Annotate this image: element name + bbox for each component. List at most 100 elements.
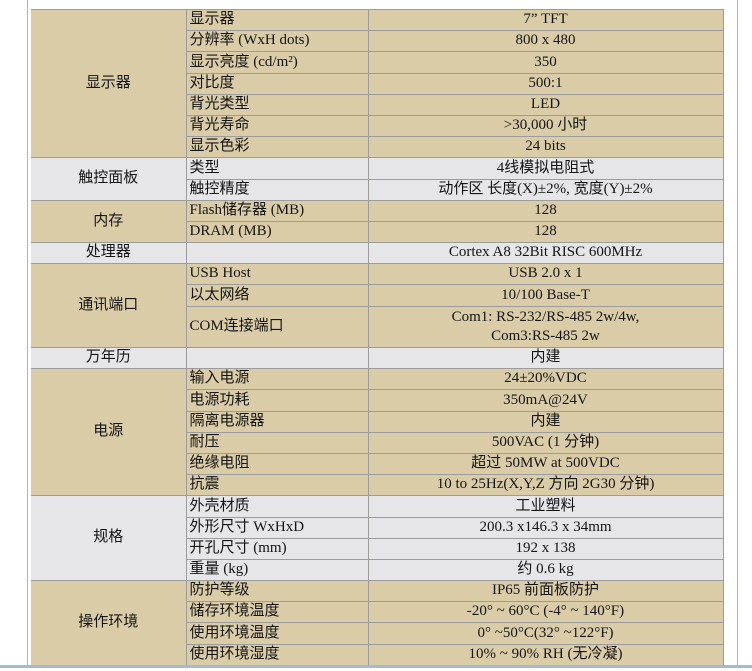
table-row: 使用环境温度 0° ~50°C(32° ~122°F) bbox=[31, 622, 724, 645]
section-dimensions: 规格 外壳材质 工业塑料 外形尺寸 WxHxD 200.3 x146.3 x 3… bbox=[31, 495, 724, 582]
spec-label-cell: 耐压 bbox=[185, 431, 369, 454]
spec-value-cell: 4线模拟电阻式 bbox=[367, 157, 724, 180]
spec-label-cell bbox=[185, 242, 369, 265]
spec-value-cell: 500:1 bbox=[367, 72, 724, 95]
category-cell-calendar: 万年历 bbox=[31, 347, 187, 370]
com-port-value-line2: Com3:RS-485 2w bbox=[491, 327, 600, 344]
com-port-value-line1: Com1: RS-232/RS-485 2w/4w, bbox=[451, 309, 640, 326]
spec-value-cell: >30,000 小时 bbox=[367, 114, 724, 138]
table-row: 电源 输入电源 24±20%VDC bbox=[31, 368, 724, 497]
spec-label-cell: 绝缘电阻 bbox=[185, 452, 369, 476]
table-row: DRAM (MB) 128 bbox=[31, 220, 724, 244]
spec-label-cell: COM连接端口 bbox=[185, 305, 369, 349]
table-row: 绝缘电阻 超过 50MW at 500VDC bbox=[31, 452, 724, 476]
spec-value-cell: LED bbox=[367, 93, 724, 116]
spec-value-cell: 工业塑料 bbox=[367, 495, 724, 518]
spec-label-cell: 隔离电源器 bbox=[185, 410, 369, 433]
section-memory: 内存 Flash储存器 (MB) 128 DRAM (MB) 128 bbox=[31, 199, 724, 244]
spec-value-cell: 内建 bbox=[367, 347, 724, 370]
section-processor: 处理器 Cortex A8 32Bit RISC 600MHz bbox=[31, 242, 724, 265]
table-row: 隔离电源器 内建 bbox=[31, 410, 724, 433]
spec-value-cell: 128 bbox=[367, 220, 724, 244]
category-cell-dimensions: 规格 bbox=[31, 495, 187, 582]
table-row: 显示色彩 24 bits bbox=[31, 136, 724, 159]
table-row: 储存环境温度 -20° ~ 60°C (-4° ~ 140°F) bbox=[31, 601, 724, 624]
spec-label-cell: 储存环境温度 bbox=[185, 601, 369, 624]
spec-label-cell: USB Host bbox=[185, 263, 369, 286]
spec-label-cell: 背光类型 bbox=[185, 93, 369, 116]
table-row: 背光寿命 >30,000 小时 bbox=[31, 114, 724, 138]
category-cell-processor: 处理器 bbox=[31, 242, 187, 265]
table-row: 万年历 内建 bbox=[31, 347, 724, 370]
section-power: 电源 输入电源 24±20%VDC 电源功耗 350mA@24V 隔离电源器 内… bbox=[31, 368, 724, 497]
spec-value-cell: 350mA@24V bbox=[367, 389, 724, 412]
table-row: 显示亮度 (cd/m²) 350 bbox=[31, 51, 724, 74]
spec-label-cell: 触控精度 bbox=[185, 178, 369, 201]
spec-value-cell: 24±20%VDC bbox=[367, 368, 724, 391]
spec-value-cell: 内建 bbox=[367, 410, 724, 433]
spec-value-cell: IP65 前面板防护 bbox=[367, 580, 724, 603]
section-operating-environment: 操作环境 防护等级 IP65 前面板防护 储存环境温度 -20° ~ 60°C … bbox=[31, 580, 724, 666]
spec-value-cell: 10 to 25Hz(X,Y,Z 方向 2G30 分钟) bbox=[367, 474, 724, 497]
spec-table: 显示器 显示器 7” TFT 分辨率 (WxH dots) 800 x 480 … bbox=[31, 8, 724, 671]
spec-value-cell: 800 x 480 bbox=[367, 30, 724, 53]
spec-label-cell: 背光寿命 bbox=[185, 114, 369, 138]
table-row: 使用环境湿度 10% ~ 90% RH (无冷凝) bbox=[31, 643, 724, 666]
spec-value-cell: 约 0.6 kg bbox=[367, 558, 724, 582]
table-row: 分辨率 (WxH dots) 800 x 480 bbox=[31, 30, 724, 53]
table-row: 开孔尺寸 (mm) 192 x 138 bbox=[31, 537, 724, 560]
category-cell-communication-ports: 通讯端口 bbox=[31, 263, 187, 349]
spec-label-cell: Flash储存器 (MB) bbox=[185, 199, 369, 222]
spec-value-cell: 10/100 Base-T bbox=[367, 284, 724, 307]
spec-value-cell: 7” TFT bbox=[367, 8, 724, 32]
section-communication-ports: 通讯端口 USB Host USB 2.0 x 1 以太网络 10/100 Ba… bbox=[31, 263, 724, 349]
category-cell-power: 电源 bbox=[31, 368, 187, 497]
category-cell-touch-panel: 触控面板 bbox=[31, 157, 187, 201]
spec-value-cell: 200.3 x146.3 x 34mm bbox=[367, 516, 724, 539]
table-row: COM连接端口 Com1: RS-232/RS-485 2w/4w, Com3:… bbox=[31, 305, 724, 349]
table-row: 以太网络 10/100 Base-T bbox=[31, 284, 724, 307]
spec-value-cell: 128 bbox=[367, 199, 724, 222]
spec-label-cell: 电源功耗 bbox=[185, 389, 369, 412]
table-row: 操作环境 防护等级 IP65 前面板防护 bbox=[31, 580, 724, 666]
spec-label-cell: 抗震 bbox=[185, 474, 369, 497]
spec-label-cell: 输入电源 bbox=[185, 368, 369, 391]
spec-label-cell: 重量 (kg) bbox=[185, 558, 369, 582]
table-row: 抗震 10 to 25Hz(X,Y,Z 方向 2G30 分钟) bbox=[31, 474, 724, 497]
spec-label-cell: 分辨率 (WxH dots) bbox=[185, 30, 369, 53]
spec-value-cell: 192 x 138 bbox=[367, 537, 724, 560]
spec-value-cell: 24 bits bbox=[367, 136, 724, 159]
section-display: 显示器 显示器 7” TFT 分辨率 (WxH dots) 800 x 480 … bbox=[31, 8, 724, 159]
section-calendar: 万年历 内建 bbox=[31, 347, 724, 370]
table-row: 触控精度 动作区 长度(X)±2%, 宽度(Y)±2% bbox=[31, 178, 724, 201]
table-row: 内存 Flash储存器 (MB) 128 bbox=[31, 199, 724, 244]
bottom-margin bbox=[0, 668, 752, 671]
page-right-rule bbox=[737, 0, 738, 665]
window-bottom-edge bbox=[0, 665, 752, 668]
spec-label-cell: 对比度 bbox=[185, 72, 369, 95]
spec-label-cell: 显示器 bbox=[185, 8, 369, 32]
category-cell-operating-environment: 操作环境 bbox=[31, 580, 187, 666]
spec-value-cell: -20° ~ 60°C (-4° ~ 140°F) bbox=[367, 601, 724, 624]
spec-value-cell: Com1: RS-232/RS-485 2w/4w, Com3:RS-485 2… bbox=[367, 305, 724, 349]
table-row: 显示器 显示器 7” TFT bbox=[31, 8, 724, 159]
spec-label-cell: 开孔尺寸 (mm) bbox=[185, 537, 369, 560]
page-left-rule bbox=[27, 0, 28, 665]
spec-label-cell: 以太网络 bbox=[185, 284, 369, 307]
table-row: 外形尺寸 WxHxD 200.3 x146.3 x 34mm bbox=[31, 516, 724, 539]
spec-label-cell bbox=[185, 347, 369, 370]
spec-label-cell: DRAM (MB) bbox=[185, 220, 369, 244]
spec-label-cell: 类型 bbox=[185, 157, 369, 180]
spec-value-cell: 10% ~ 90% RH (无冷凝) bbox=[367, 643, 724, 666]
table-row: 对比度 500:1 bbox=[31, 72, 724, 95]
spec-label-cell: 外形尺寸 WxHxD bbox=[185, 516, 369, 539]
category-cell-memory: 内存 bbox=[31, 199, 187, 244]
table-row: 规格 外壳材质 工业塑料 bbox=[31, 495, 724, 582]
spec-label-cell: 使用环境湿度 bbox=[185, 643, 369, 666]
section-touch-panel: 触控面板 类型 4线模拟电阻式 触控精度 动作区 长度(X)±2%, 宽度(Y)… bbox=[31, 157, 724, 201]
spec-value-cell: 500VAC (1 分钟) bbox=[367, 431, 724, 454]
spec-value-cell: 动作区 长度(X)±2%, 宽度(Y)±2% bbox=[367, 178, 724, 201]
spec-value-cell: 超过 50MW at 500VDC bbox=[367, 452, 724, 476]
spec-label-cell: 外壳材质 bbox=[185, 495, 369, 518]
spec-value-cell: 350 bbox=[367, 51, 724, 74]
